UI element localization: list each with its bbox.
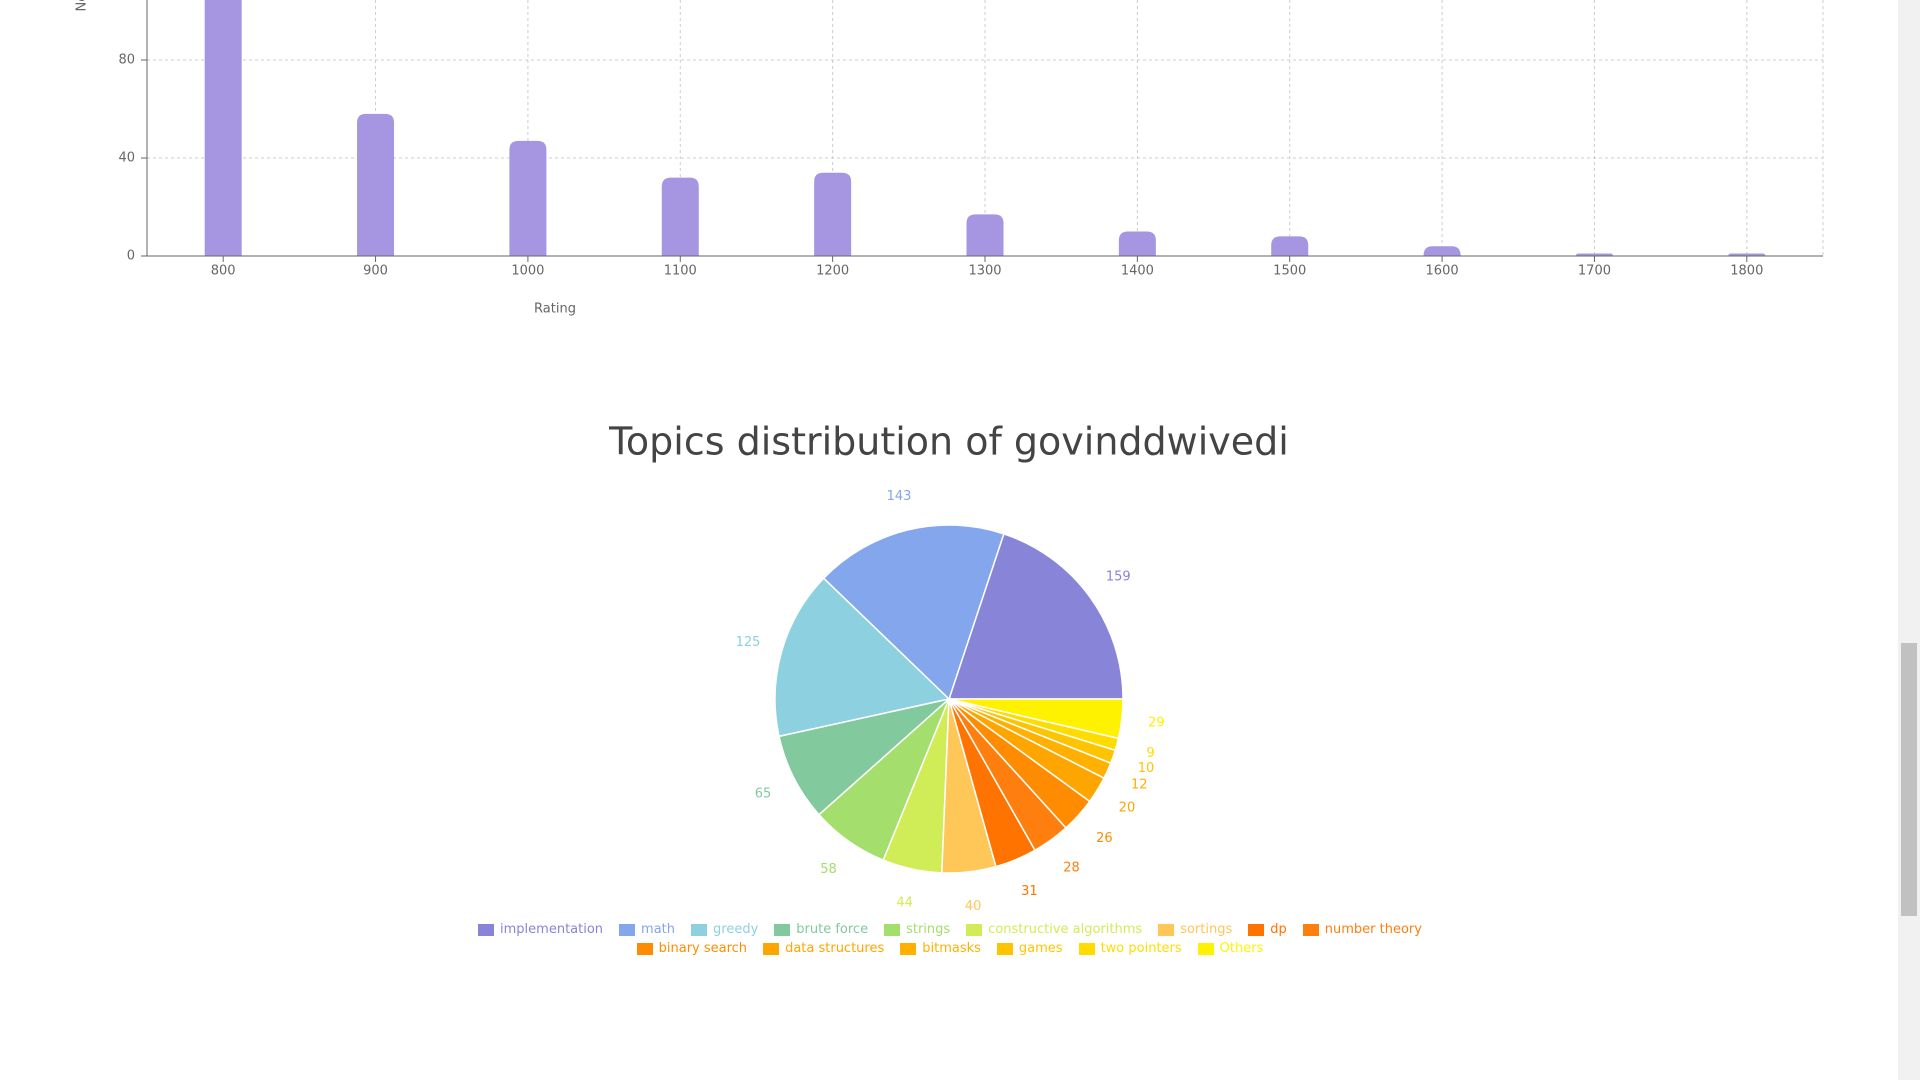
bar	[1575, 253, 1613, 256]
legend-swatch	[966, 923, 983, 936]
legend-item[interactable]: games	[996, 941, 1063, 956]
legend-label: brute force	[796, 922, 869, 937]
bar	[1423, 246, 1461, 256]
legend-item[interactable]: strings	[884, 922, 950, 937]
pie-slice	[822, 524, 1005, 701]
pie-chart: Topics distribution of govinddwivedi 159…	[608, 420, 1289, 914]
data-label: 40	[965, 899, 982, 914]
legend-label: two pointers	[1100, 941, 1182, 956]
data-label: 125	[736, 635, 761, 650]
data-label: 29	[1148, 715, 1165, 730]
legend-label: games	[1018, 941, 1063, 956]
legend-item[interactable]: bitmasks	[900, 941, 981, 956]
legend-item[interactable]: greedy	[691, 922, 758, 937]
data-label: 10	[1138, 761, 1155, 776]
x-tick-label: 1500	[1273, 264, 1306, 279]
data-label: 26	[1096, 831, 1113, 846]
x-tick-label: 900	[363, 264, 388, 279]
scrollbar[interactable]	[1898, 0, 1920, 1080]
legend-swatch	[1158, 923, 1175, 936]
bar-chart: Rating No. of problems 04080120160200800…	[75, 0, 1824, 317]
data-label: 20	[1119, 801, 1136, 816]
legend-item[interactable]: constructive algorithms	[966, 922, 1142, 937]
data-label: 159	[1106, 569, 1131, 584]
legend-item[interactable]: data structures	[763, 941, 884, 956]
legend-label: strings	[906, 922, 951, 937]
x-tick-label: 1600	[1426, 264, 1459, 279]
x-tick-label: 1200	[816, 264, 849, 279]
bar	[1728, 253, 1766, 256]
legend-label: greedy	[713, 922, 759, 937]
legend-label: bitmasks	[922, 941, 981, 956]
y-tick-label: 80	[118, 53, 135, 68]
legend-label: math	[641, 922, 676, 937]
pie-slice	[947, 532, 1124, 700]
legend-swatch	[636, 942, 653, 955]
legend-swatch	[1078, 942, 1095, 955]
legend-swatch	[774, 923, 791, 936]
data-label: 9	[1146, 746, 1154, 761]
pie-slice	[774, 577, 951, 738]
chart-title: Topics distribution of govinddwivedi	[608, 420, 1289, 464]
x-tick-label: 1800	[1730, 264, 1763, 279]
data-label: 65	[755, 786, 772, 801]
legend-swatch	[478, 923, 495, 936]
legend: implementation math greedy brute force strin…	[420, 922, 1480, 956]
data-label: 28	[1063, 861, 1080, 876]
legend-swatch	[1248, 923, 1265, 936]
bar	[966, 214, 1004, 256]
x-tick-label: 1700	[1578, 264, 1611, 279]
x-tick-label: 1400	[1121, 264, 1154, 279]
data-label: 58	[820, 862, 837, 877]
legend-swatch	[900, 942, 917, 955]
data-label: 44	[896, 896, 913, 911]
legend-swatch	[1197, 942, 1214, 955]
legend-item[interactable]: implementation	[478, 922, 603, 937]
legend-swatch	[619, 923, 636, 936]
legend-item[interactable]: two pointers	[1078, 941, 1182, 956]
legend-label: Others	[1219, 941, 1264, 956]
bar	[1271, 236, 1309, 256]
legend-item[interactable]: sortings	[1158, 922, 1232, 937]
legend-swatch	[691, 923, 708, 936]
legend-item[interactable]: number theory	[1302, 922, 1422, 937]
data-label: 31	[1021, 884, 1038, 899]
legend-label: binary search	[658, 941, 748, 956]
data-label: 12	[1131, 778, 1148, 793]
legend-label: dp	[1270, 922, 1287, 937]
x-tick-label: 1300	[968, 264, 1001, 279]
legend-label: implementation	[500, 922, 604, 937]
data-label: 143	[887, 489, 912, 504]
bar	[661, 177, 699, 256]
legend-swatch	[884, 923, 901, 936]
x-tick-label: 1100	[664, 264, 697, 279]
bar	[204, 0, 242, 256]
bar	[357, 113, 395, 256]
bar	[814, 172, 852, 256]
legend-swatch	[763, 942, 780, 955]
legend-label: constructive algorithms	[988, 922, 1143, 937]
legend-item[interactable]: dp	[1248, 922, 1287, 937]
legend-item[interactable]: brute force	[774, 922, 868, 937]
legend-label: sortings	[1180, 922, 1233, 937]
legend-swatch	[996, 942, 1013, 955]
pie-slice	[778, 697, 952, 816]
x-tick-label: 800	[211, 264, 236, 279]
bar	[1118, 231, 1156, 256]
x-tick-label: 1000	[511, 264, 544, 279]
y-axis-label: No. of problems	[75, 0, 90, 11]
scroll-thumb[interactable]	[1901, 643, 1917, 916]
legend-item[interactable]: math	[619, 922, 675, 937]
y-tick-label: 0	[127, 249, 135, 264]
legend-item[interactable]: Others	[1197, 941, 1264, 956]
legend-item[interactable]: binary search	[636, 941, 748, 956]
legend-label: number theory	[1324, 922, 1422, 937]
x-axis-label: Rating	[534, 302, 576, 317]
bar	[509, 140, 547, 256]
legend-label: data structures	[785, 941, 885, 956]
pie-slice	[948, 698, 1124, 740]
legend-swatch	[1302, 923, 1319, 936]
y-tick-label: 40	[118, 151, 135, 166]
